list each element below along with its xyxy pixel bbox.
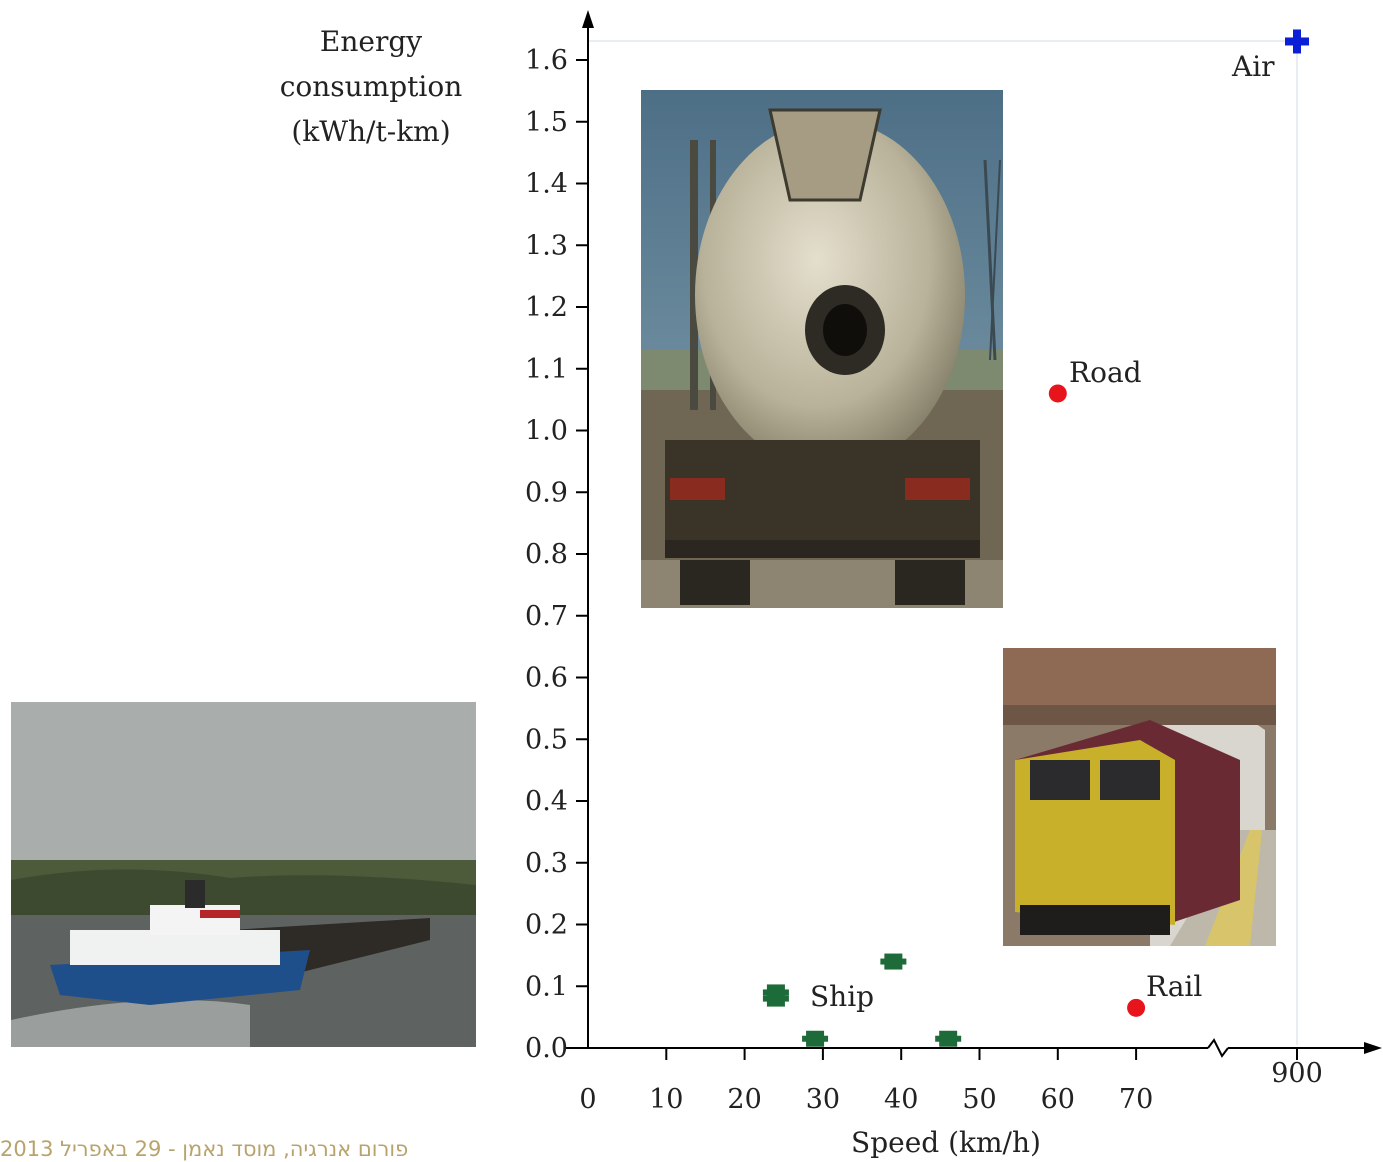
x-tick-label-900: 900 bbox=[1271, 1058, 1323, 1089]
point-ship-bar bbox=[935, 1035, 962, 1042]
y-axis-title-line1: Energy bbox=[320, 25, 422, 58]
y-tick-label: 1.1 bbox=[525, 354, 568, 385]
y-ticks: 0.0 0.1 0.2 0.3 0.4 0.5 0.6 0.7 0.8 0.9 1.0 1.1 1.2 1… bbox=[525, 45, 588, 1064]
y-tick-label: 0.8 bbox=[525, 539, 568, 570]
point-ship-bar bbox=[880, 958, 907, 965]
x-axis bbox=[565, 1038, 1382, 1058]
y-tick-label: 0.4 bbox=[525, 786, 568, 817]
y-tick-label: 1.4 bbox=[525, 169, 568, 200]
y-tick-label: 0.5 bbox=[525, 724, 568, 755]
point-ship bbox=[935, 1030, 962, 1047]
label-rail: Rail bbox=[1146, 970, 1202, 1003]
y-axis bbox=[582, 10, 594, 1048]
point-air-h bbox=[1285, 37, 1309, 46]
y-axis-title-line2: consumption bbox=[280, 70, 463, 103]
x-tick-label: 50 bbox=[962, 1084, 996, 1115]
x-axis-arrow bbox=[1364, 1042, 1382, 1054]
y-axis-arrow bbox=[582, 10, 594, 28]
ship-photo bbox=[11, 702, 476, 1047]
x-ticks: 0 10 20 30 40 50 60 70 900 bbox=[579, 1048, 1323, 1115]
point-ship bbox=[880, 953, 907, 970]
y-tick-label: 1.6 bbox=[525, 45, 568, 76]
y-tick-label: 0.6 bbox=[525, 663, 568, 694]
label-air: Air bbox=[1231, 50, 1275, 83]
x-tick-label: 40 bbox=[884, 1084, 918, 1115]
x-tick-label: 70 bbox=[1119, 1084, 1153, 1115]
y-tick-label: 0.3 bbox=[525, 848, 568, 879]
x-tick-label: 30 bbox=[806, 1084, 840, 1115]
x-tick-label: 20 bbox=[727, 1084, 761, 1115]
y-axis-title: Energy consumption (kWh/t-km) bbox=[280, 25, 463, 148]
x-axis-break bbox=[1207, 1038, 1229, 1058]
x-axis-title: Speed (km/h) bbox=[851, 1126, 1041, 1159]
truck-photo bbox=[641, 90, 1003, 608]
point-ship bbox=[762, 990, 789, 1007]
footer-text: פורום אנרגיה, מוסד נאמן - 29 באפריל 2013 bbox=[0, 1137, 409, 1161]
y-tick-label: 0.2 bbox=[525, 910, 568, 941]
y-tick-label: 1.5 bbox=[525, 107, 568, 138]
label-road: Road bbox=[1069, 356, 1142, 389]
data-points bbox=[762, 29, 1309, 1047]
y-tick-label: 1.3 bbox=[525, 230, 568, 261]
x-tick-label: 10 bbox=[649, 1084, 683, 1115]
y-tick-label: 1.0 bbox=[525, 416, 568, 447]
y-axis-title-line3: (kWh/t-km) bbox=[291, 115, 450, 148]
train-photo bbox=[1003, 648, 1276, 946]
point-ship-bar bbox=[762, 995, 789, 1002]
point-road bbox=[1048, 384, 1067, 403]
x-tick-label: 60 bbox=[1041, 1084, 1075, 1115]
y-tick-label: 0.7 bbox=[525, 601, 568, 632]
point-rail bbox=[1127, 998, 1146, 1017]
y-tick-label: 1.2 bbox=[525, 292, 568, 323]
y-tick-label: 0.9 bbox=[525, 477, 568, 508]
label-ship: Ship bbox=[810, 980, 874, 1013]
point-air bbox=[1285, 29, 1309, 54]
y-tick-label: 0.0 bbox=[525, 1033, 568, 1064]
point-ship-bar bbox=[802, 1035, 829, 1042]
x-tick-label: 0 bbox=[579, 1084, 596, 1115]
y-tick-label: 0.1 bbox=[525, 971, 568, 1002]
point-ship bbox=[802, 1030, 829, 1047]
